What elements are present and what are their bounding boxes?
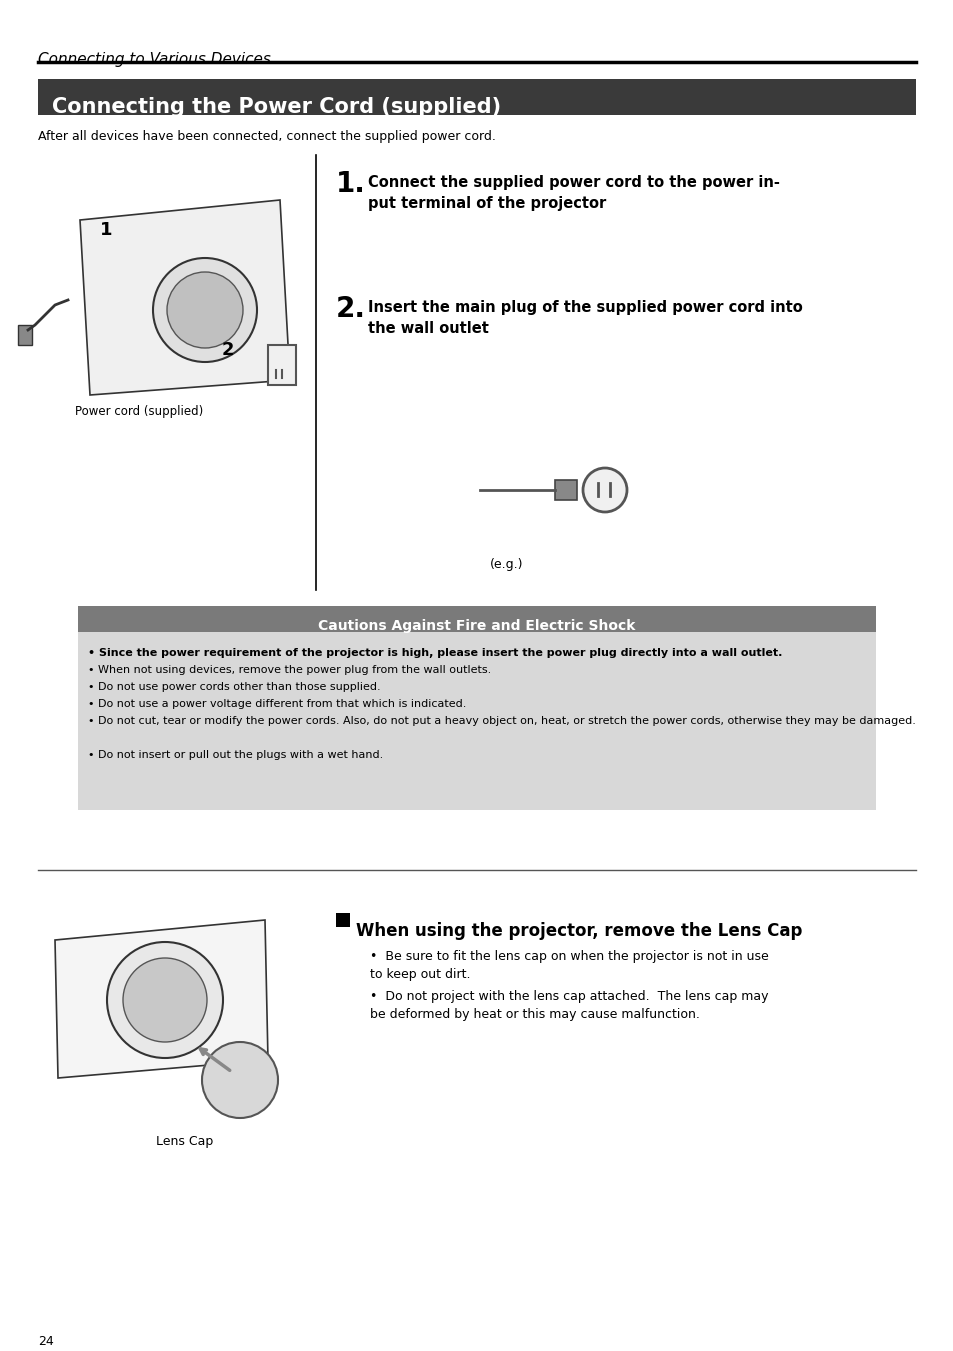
- Text: After all devices have been connected, connect the supplied power cord.: After all devices have been connected, c…: [38, 130, 496, 143]
- Circle shape: [152, 258, 256, 362]
- Text: • Do not insert or pull out the plugs with a wet hand.: • Do not insert or pull out the plugs wi…: [88, 750, 383, 761]
- Bar: [335, 913, 350, 927]
- Circle shape: [202, 1042, 277, 1119]
- Polygon shape: [55, 920, 268, 1078]
- Text: Power cord (supplied): Power cord (supplied): [75, 405, 203, 417]
- Text: • Do not cut, tear or modify the power cords. Also, do not put a heavy object on: • Do not cut, tear or modify the power c…: [88, 716, 915, 725]
- Text: Insert the main plug of the supplied power cord into
the wall outlet: Insert the main plug of the supplied pow…: [368, 300, 801, 336]
- Text: 2.: 2.: [335, 295, 366, 323]
- Text: 2: 2: [222, 340, 234, 359]
- Text: (e.g.): (e.g.): [490, 558, 523, 571]
- Bar: [38, 78, 915, 115]
- Polygon shape: [80, 200, 290, 394]
- Text: 1.: 1.: [335, 170, 366, 199]
- Text: When using the projector, remove the Lens Cap: When using the projector, remove the Len…: [355, 921, 801, 940]
- Bar: [78, 632, 875, 811]
- Text: 24: 24: [38, 1335, 53, 1348]
- Text: •  Do not project with the lens cap attached.  The lens cap may
be deformed by h: • Do not project with the lens cap attac…: [370, 990, 768, 1021]
- Circle shape: [123, 958, 207, 1042]
- Bar: [78, 607, 875, 632]
- Text: •  Be sure to fit the lens cap on when the projector is not in use
to keep out d: • Be sure to fit the lens cap on when th…: [370, 950, 768, 981]
- Text: • Since the power requirement of the projector is high, please insert the power : • Since the power requirement of the pro…: [88, 648, 781, 658]
- Circle shape: [107, 942, 223, 1058]
- Bar: [268, 345, 295, 385]
- Text: Cautions Against Fire and Electric Shock: Cautions Against Fire and Electric Shock: [318, 619, 635, 634]
- Text: Connecting the Power Cord (supplied): Connecting the Power Cord (supplied): [52, 97, 500, 118]
- Text: • Do not use a power voltage different from that which is indicated.: • Do not use a power voltage different f…: [88, 698, 466, 709]
- Circle shape: [167, 272, 243, 349]
- Text: • When not using devices, remove the power plug from the wall outlets.: • When not using devices, remove the pow…: [88, 665, 491, 676]
- Circle shape: [582, 467, 626, 512]
- Text: Lens Cap: Lens Cap: [156, 1135, 213, 1148]
- Text: Connecting to Various Devices: Connecting to Various Devices: [38, 51, 271, 68]
- Bar: [555, 480, 577, 500]
- Text: • Do not use power cords other than those supplied.: • Do not use power cords other than thos…: [88, 682, 380, 692]
- Text: Connect the supplied power cord to the power in-
put terminal of the projector: Connect the supplied power cord to the p…: [368, 176, 779, 211]
- Bar: [18, 326, 32, 345]
- Text: 1: 1: [100, 222, 112, 239]
